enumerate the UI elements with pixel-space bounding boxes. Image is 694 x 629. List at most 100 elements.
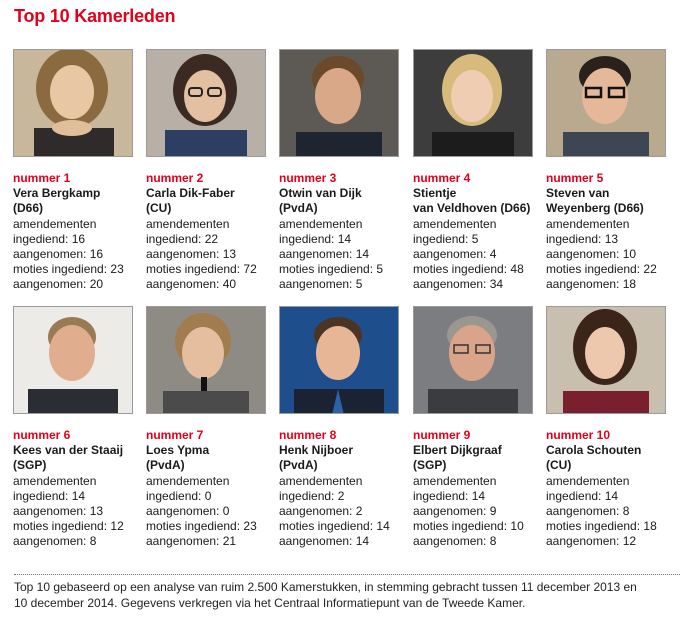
amendments-adopted: aangenomen: 2 [279,504,363,519]
member-name: Carola Schouten [546,443,642,458]
member-rank: nummer 3 [279,171,337,185]
member-party: (SGP) [413,458,447,473]
member-name: Henk Nijboer [279,443,354,458]
footnote: Top 10 gebaseerd op een analyse van ruim… [14,580,684,611]
member-name: Loes Ypma [146,443,210,458]
member-photo [279,49,399,157]
member-party: (CU) [146,201,172,216]
member-name: Kees van der Staaij [13,443,124,458]
amendments-submitted: ingediend: 5 [413,231,479,246]
amendments-label: amendementen [413,216,497,231]
member-rank: nummer 9 [413,428,471,442]
amendments-adopted: aangenomen: 13 [146,247,237,262]
amendments-submitted: ingediend: 14 [13,488,86,503]
member-party: (PvdA) [279,201,318,216]
member-photo [146,49,266,157]
motions-submitted: moties ingediend: 10 [413,519,524,534]
member-photo [413,306,533,414]
member-party: (PvdA) [279,458,318,473]
motions-adopted: aangenomen: 18 [546,277,637,292]
member-photo [146,306,266,414]
motions-adopted: aangenomen: 21 [146,534,237,549]
member-name: Elbert Dijkgraaf [413,443,502,458]
amendments-submitted: ingediend: 14 [546,488,619,503]
amendments-adopted: aangenomen: 9 [413,504,497,519]
amendments-adopted: aangenomen: 8 [546,504,630,519]
member-name: Vera Bergkamp [13,186,101,201]
members-row-2: nummer 6 Kees van der Staaij (SGP) amend… [0,306,694,568]
motions-submitted: moties ingediend: 12 [13,519,124,534]
amendments-submitted: ingediend: 2 [279,488,345,503]
member-card: nummer 1 Vera Bergkamp (D66) amendemente… [13,49,135,293]
amendments-submitted: ingediend: 0 [146,488,212,503]
amendments-label: amendementen [13,473,97,488]
motions-submitted: moties ingediend: 22 [546,262,657,277]
member-photo [279,306,399,414]
amendments-submitted: ingediend: 16 [13,231,86,246]
member-rank: nummer 5 [546,171,604,185]
motions-submitted: moties ingediend: 72 [146,262,257,277]
page-title: Top 10 Kamerleden [14,6,176,26]
amendments-adopted: aangenomen: 14 [279,247,370,262]
amendments-label: amendementen [146,473,230,488]
amendments-adopted: aangenomen: 16 [13,247,104,262]
footnote-line-1: Top 10 gebaseerd op een analyse van ruim… [14,580,637,594]
amendments-adopted: aangenomen: 13 [13,504,104,519]
footnote-divider [14,574,680,575]
member-party: (SGP) [13,458,47,473]
motions-adopted: aangenomen: 14 [279,534,370,549]
amendments-adopted: aangenomen: 0 [146,504,230,519]
member-card: nummer 10 Carola Schouten (CU) amendemen… [546,306,668,550]
member-rank: nummer 8 [279,428,337,442]
member-name: Stientje [413,186,457,201]
footnote-line-2: 10 december 2014. Gegevens verkregen via… [14,595,526,610]
amendments-label: amendementen [146,216,230,231]
member-rank: nummer 2 [146,171,204,185]
motions-submitted: moties ingediend: 14 [279,519,390,534]
member-card: nummer 2 Carla Dik-Faber (CU) amendement… [146,49,268,293]
motions-adopted: aangenomen: 8 [413,534,497,549]
member-name: Steven van [546,186,610,201]
amendments-submitted: ingediend: 13 [546,231,619,246]
member-photo [546,306,666,414]
member-card: nummer 3 Otwin van Dijk (PvdA) amendemen… [279,49,401,293]
amendments-adopted: aangenomen: 4 [413,247,497,262]
member-card: nummer 9 Elbert Dijkgraaf (SGP) amendeme… [413,306,535,550]
member-rank: nummer 6 [13,428,71,442]
member-photo [13,306,133,414]
member-rank: nummer 4 [413,171,471,185]
amendments-adopted: aangenomen: 10 [546,247,637,262]
amendments-label: amendementen [546,216,630,231]
motions-adopted: aangenomen: 12 [546,534,637,549]
member-photo [13,49,133,157]
motions-submitted: moties ingediend: 5 [279,262,384,277]
member-card: nummer 5 Steven van Weyenberg (D66) amen… [546,49,668,293]
member-party: van Veldhoven (D66) [413,201,531,216]
member-party: (PvdA) [146,458,185,473]
member-name: Carla Dik-Faber [146,186,235,201]
motions-submitted: moties ingediend: 48 [413,262,524,277]
amendments-label: amendementen [279,216,363,231]
member-party: (CU) [546,458,572,473]
amendments-label: amendementen [546,473,630,488]
motions-adopted: aangenomen: 20 [13,277,104,292]
member-card: nummer 8 Henk Nijboer (PvdA) amendemente… [279,306,401,550]
member-name: Otwin van Dijk [279,186,362,201]
member-party: (D66) [13,201,44,216]
motions-submitted: moties ingediend: 23 [13,262,124,277]
member-card: nummer 4 Stientje van Veldhoven (D66) am… [413,49,535,293]
amendments-label: amendementen [279,473,363,488]
motions-adopted: aangenomen: 40 [146,277,237,292]
member-photo [413,49,533,157]
amendments-label: amendementen [13,216,97,231]
motions-adopted: aangenomen: 34 [413,277,504,292]
member-card: nummer 7 Loes Ypma (PvdA) amendementen i… [146,306,268,550]
amendments-submitted: ingediend: 22 [146,231,219,246]
amendments-label: amendementen [413,473,497,488]
member-rank: nummer 10 [546,428,611,442]
amendments-submitted: ingediend: 14 [279,231,352,246]
member-rank: nummer 1 [13,171,71,185]
motions-adopted: aangenomen: 8 [13,534,97,549]
member-rank: nummer 7 [146,428,204,442]
motions-submitted: moties ingediend: 18 [546,519,657,534]
